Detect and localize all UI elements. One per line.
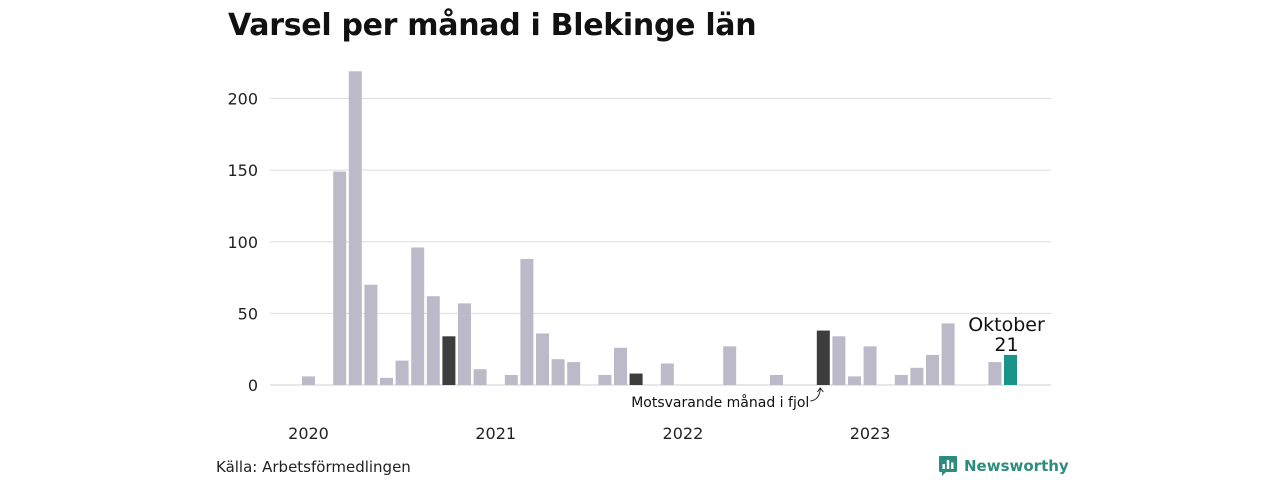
bar-2021-09 [614,347,627,385]
annotations: Oktober 21 Motsvarande månad i fjol [631,314,1045,411]
bar-2023-10 [1004,354,1017,385]
comparison-arrow [810,387,824,402]
x-tick-label: 2022 [663,424,704,443]
y-tick-label: 150 [227,161,258,180]
y-tick-label: 0 [248,376,258,395]
current-month-label: Oktober [968,314,1045,336]
bar-2020-07 [395,360,409,385]
y-tick-label: 50 [238,304,258,323]
bar-2020-11 [458,303,471,385]
bar-2020-05 [364,284,378,386]
bar-2022-12 [848,376,861,385]
bar-2022-04 [723,346,737,385]
x-tick-label: 2020 [288,424,329,443]
current-value-label: 21 [994,334,1018,356]
bar-2022-11 [832,336,846,386]
x-tick-label: 2021 [475,424,516,443]
bar-2021-05 [551,359,565,385]
bar-2023-09 [988,362,1002,385]
chart-title: Varsel per månad i Blekinge län [228,8,757,43]
bar-chart-speech-bubble-icon [939,456,957,476]
bar-2022-10 [816,330,830,385]
x-tick-label: 2023 [850,424,891,443]
bar-2021-08 [598,374,612,385]
bar-2020-04 [348,71,362,385]
bar-2023-06 [941,323,955,385]
bar-2020-10 [442,336,456,386]
bar-2021-02 [504,374,518,385]
bar-2021-10 [629,373,643,385]
brand-name: Newsworthy [964,457,1069,475]
bar-2021-03 [520,258,534,385]
gridlines [270,98,1051,386]
bar-2020-12 [473,369,487,385]
bar-2023-01 [863,346,877,385]
bars [302,71,1017,386]
bar-2023-03 [894,374,908,385]
bar-2023-04 [910,367,924,385]
y-tick-label: 100 [227,233,258,252]
brand-logo: Newsworthy [938,455,1069,477]
bar-2023-05 [926,354,939,385]
bar-2021-06 [567,362,581,385]
bar-2021-12 [660,363,674,385]
bar-2022-07 [770,374,783,385]
bar-2020-01 [302,376,315,385]
bar-2020-09 [426,296,440,386]
bar-2020-08 [411,247,425,385]
bar-2021-04 [536,333,549,385]
comparison-label: Motsvarande månad i fjol [631,394,809,411]
x-axis-ticks: 2020 2021 2022 2023 [288,424,890,443]
bar-2020-03 [333,171,347,385]
y-axis-ticks: 0 50 100 150 200 [227,90,258,396]
bar-2020-06 [380,377,393,385]
y-tick-label: 200 [227,90,258,109]
source-note: Källa: Arbetsförmedlingen [216,458,411,476]
